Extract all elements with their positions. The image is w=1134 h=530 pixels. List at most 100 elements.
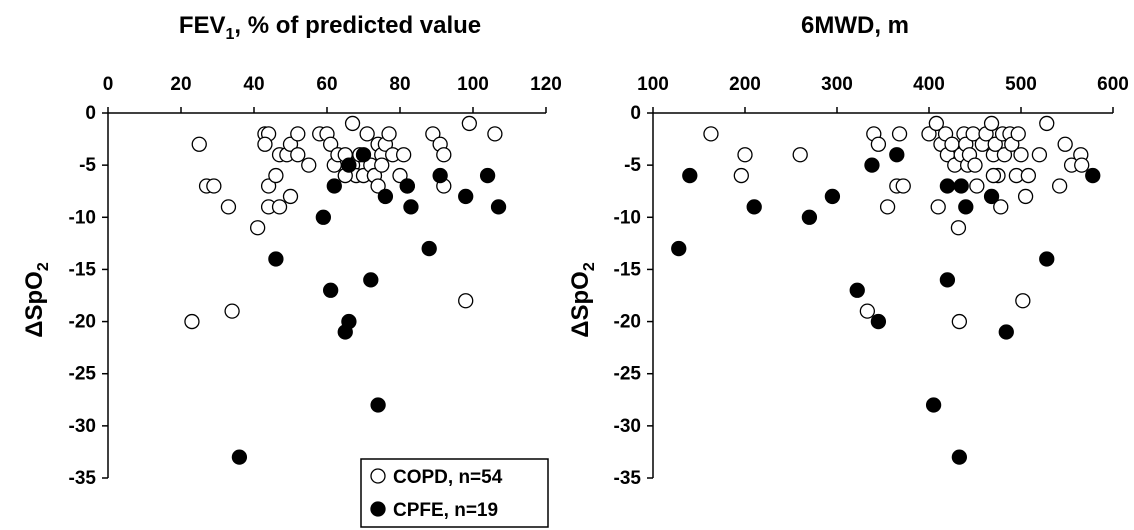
copd-point xyxy=(1010,126,1026,142)
left-plot-points xyxy=(184,115,507,465)
right-y-tick-label: 0 xyxy=(630,103,641,124)
copd-point xyxy=(1017,188,1034,205)
copd-point xyxy=(322,136,339,152)
copd-point xyxy=(206,178,222,194)
copd-point xyxy=(870,136,887,152)
copd-point xyxy=(1013,147,1029,163)
copd-point xyxy=(220,199,237,215)
copd-point xyxy=(1057,136,1073,152)
copd-point xyxy=(282,188,299,205)
right-y-tick-label: -30 xyxy=(614,416,641,437)
right-y-tick-label: -5 xyxy=(624,155,641,176)
right-x-tick-label: 400 xyxy=(913,74,945,95)
copd-point xyxy=(257,136,273,152)
cpfe-point xyxy=(983,188,1000,205)
right-y-tick-label: -20 xyxy=(614,312,641,333)
copd-point xyxy=(436,147,452,163)
cpfe-point xyxy=(864,157,880,173)
copd-point xyxy=(370,178,386,194)
cpfe-point xyxy=(998,324,1014,340)
copd-point xyxy=(487,126,503,142)
copd-point xyxy=(928,115,945,132)
copd-point xyxy=(921,126,937,142)
copd-point xyxy=(1051,178,1068,194)
cpfe-point xyxy=(370,397,386,413)
cpfe-point xyxy=(671,240,687,257)
copd-point xyxy=(268,167,284,184)
copd-point xyxy=(733,167,749,184)
cpfe-point xyxy=(953,178,969,194)
right-chart-ylabel: ΔSpO2 xyxy=(567,262,598,338)
copd-point xyxy=(930,199,946,215)
copd-point xyxy=(381,126,397,142)
copd-point xyxy=(1039,115,1055,132)
copd-point xyxy=(425,126,441,142)
cpfe-point xyxy=(421,240,437,257)
copd-point xyxy=(993,199,1009,215)
copd-point xyxy=(359,126,375,142)
copd-point xyxy=(290,126,306,142)
legend-marker-copd xyxy=(370,468,386,484)
cpfe-point xyxy=(746,199,762,215)
copd-point xyxy=(879,199,896,215)
right-x-tick-label: 500 xyxy=(1005,74,1037,95)
copd-point xyxy=(392,167,408,184)
right-y-tick-label: -10 xyxy=(614,207,641,228)
left-y-tick-label: -25 xyxy=(69,364,97,385)
copd-point xyxy=(987,136,1003,152)
cpfe-point xyxy=(355,147,372,163)
copd-point xyxy=(1015,293,1031,309)
copd-point xyxy=(290,147,306,163)
right-y-tick-label: -25 xyxy=(614,364,642,385)
cpfe-point xyxy=(1039,251,1055,267)
copd-point xyxy=(895,178,911,194)
cpfe-point xyxy=(479,167,496,184)
copd-point xyxy=(950,220,967,236)
cpfe-point xyxy=(341,157,357,173)
cpfe-point xyxy=(939,178,956,194)
copd-point xyxy=(891,126,908,142)
cpfe-point xyxy=(268,251,284,267)
cpfe-point xyxy=(341,313,357,330)
cpfe-point xyxy=(849,282,865,298)
copd-point xyxy=(191,136,207,152)
cpfe-point xyxy=(403,199,419,215)
cpfe-point xyxy=(458,188,474,205)
copd-point xyxy=(983,115,1000,132)
copd-point xyxy=(301,157,317,173)
left-x-tick-label: 80 xyxy=(389,74,410,95)
cpfe-point xyxy=(958,199,974,215)
cpfe-point xyxy=(315,209,332,225)
legend: COPD, n=54 CPFE, n=19 xyxy=(360,458,549,528)
cpfe-point xyxy=(889,147,905,163)
left-x-tick-label: 20 xyxy=(170,74,191,95)
left-x-tick-label: 40 xyxy=(243,74,264,95)
copd-point xyxy=(344,115,361,132)
copd-point xyxy=(737,147,753,163)
left-chart-ylabel: ΔSpO2 xyxy=(21,262,52,338)
cpfe-point xyxy=(870,313,887,330)
right-y-tick-label: -35 xyxy=(614,468,642,489)
left-y-tick-label: -15 xyxy=(69,259,97,280)
left-y-tick-label: -10 xyxy=(69,207,96,228)
copd-point xyxy=(224,303,240,319)
left-x-tick-label: 0 xyxy=(103,74,114,95)
cpfe-point xyxy=(801,209,818,225)
copd-point xyxy=(249,220,266,236)
copd-point xyxy=(282,136,299,152)
right-chart: 6MWD, m ΔSpO2 100 200 300 400 500 600 0 -5 -10 -… xyxy=(567,12,1129,489)
copd-point xyxy=(996,147,1013,163)
cpfe-point xyxy=(363,272,379,288)
left-chart: FEV1, % of predicted value ΔSpO2 0 20 40 60… xyxy=(21,12,562,489)
copd-point xyxy=(967,157,983,173)
legend-label-copd: COPD, n=54 xyxy=(393,467,503,488)
left-y-tick-label: -35 xyxy=(69,468,97,489)
left-x-tick-label: 100 xyxy=(457,74,489,95)
left-y-tick-label: -5 xyxy=(79,155,96,176)
right-x-tick-label: 600 xyxy=(1097,74,1129,95)
cpfe-point xyxy=(951,449,968,465)
cpfe-point xyxy=(231,449,248,465)
cpfe-point xyxy=(322,282,339,298)
cpfe-point xyxy=(377,188,394,205)
left-chart-title: FEV1, % of predicted value xyxy=(179,12,481,43)
